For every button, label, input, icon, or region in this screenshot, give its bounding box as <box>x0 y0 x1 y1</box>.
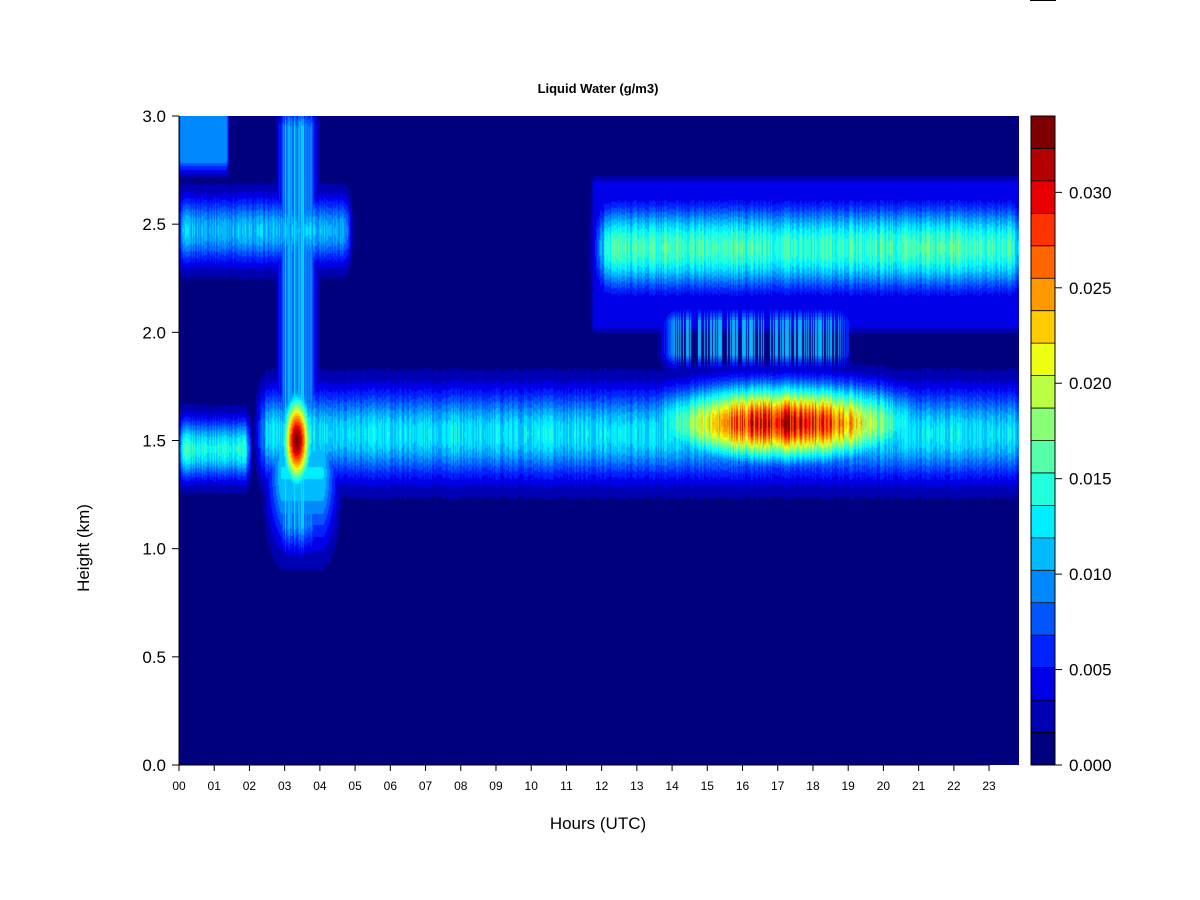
colorbar-tick-label: 0.020 <box>1069 374 1112 393</box>
colorbar-frame <box>1030 115 1056 766</box>
x-tick-label: 02 <box>243 779 257 793</box>
y-tick-label: 1.5 <box>142 432 166 451</box>
colorbar-swatch <box>1031 278 1055 312</box>
x-tick-label: 04 <box>313 779 327 793</box>
y-tick-label: 1.0 <box>142 540 166 559</box>
colorbar-swatch <box>1031 245 1055 279</box>
x-tick-label: 01 <box>208 779 222 793</box>
x-tick-label: 11 <box>560 779 573 793</box>
x-tick-label: 16 <box>736 779 750 793</box>
colorbar-swatch <box>1031 635 1055 669</box>
x-tick-label: 20 <box>877 779 891 793</box>
colorbar-swatch <box>1031 440 1055 474</box>
x-tick-label: 08 <box>454 779 468 793</box>
colorbar-swatch <box>1031 732 1055 766</box>
x-tick-label: 13 <box>630 779 644 793</box>
x-tick-label: 18 <box>806 779 820 793</box>
colorbar-swatch <box>1031 148 1055 182</box>
colorbar-swatch <box>1031 180 1055 214</box>
x-tick-label: 00 <box>172 779 186 793</box>
x-tick-label: 03 <box>278 779 292 793</box>
y-axis-label: Height (km) <box>74 504 93 592</box>
x-tick-label: 12 <box>595 779 609 793</box>
colorbar-swatch <box>1031 213 1055 247</box>
colorbar-swatch <box>1031 700 1055 733</box>
y-tick-label: 0.0 <box>142 756 166 775</box>
colorbar-tick-label: 0.000 <box>1069 756 1112 775</box>
y-tick-label: 2.5 <box>142 215 166 234</box>
colorbar-ticks: 0.000 0.005 0.010 0.015 0.020 0.025 0.030 <box>1055 183 1112 775</box>
colorbar-swatch <box>1031 343 1055 376</box>
x-tick-label: 05 <box>348 779 362 793</box>
plot-area <box>179 116 1019 765</box>
x-tick-label: 14 <box>665 779 679 793</box>
x-tick-label: 23 <box>982 779 996 793</box>
x-tick-label: 06 <box>384 779 398 793</box>
x-tick-label: 15 <box>701 779 715 793</box>
colorbar-swatch <box>1031 472 1055 506</box>
colorbar-swatch <box>1031 408 1055 441</box>
chart-title: Liquid Water (g/m3) <box>538 81 659 96</box>
x-tick-label: 19 <box>842 779 856 793</box>
colorbar-tick-label: 0.030 <box>1069 183 1112 202</box>
colorbar-tick-label: 0.015 <box>1069 470 1112 489</box>
colorbar-tick-label: 0.010 <box>1069 565 1112 584</box>
x-tick-label: 22 <box>947 779 961 793</box>
colorbar-swatch <box>1031 570 1055 604</box>
colorbar-swatch <box>1031 505 1055 539</box>
colorbar-swatch <box>1031 310 1055 344</box>
x-tick-label: 07 <box>419 779 433 793</box>
x-tick-label: 09 <box>489 779 503 793</box>
colorbar-swatch <box>1031 375 1055 409</box>
colorbar-swatch <box>1031 537 1055 571</box>
x-tick-label: 10 <box>525 779 539 793</box>
y-tick-label: 3.0 <box>142 107 166 126</box>
x-tick-label: 17 <box>771 779 785 793</box>
colorbar-swatch <box>1031 116 1055 149</box>
y-axis: 0.0 0.5 1.0 1.5 2.0 2.5 3.0 <box>142 107 180 775</box>
heatmap-image <box>179 116 1019 765</box>
colorbar <box>1030 115 1056 766</box>
colorbar-swatch <box>1031 667 1055 701</box>
colorbar-tick-label: 0.025 <box>1069 279 1112 298</box>
y-tick-label: 0.5 <box>142 648 166 667</box>
x-axis-label: Hours (UTC) <box>550 814 646 833</box>
y-tick-label: 2.0 <box>142 323 166 342</box>
x-tick-label: 21 <box>912 779 926 793</box>
colorbar-tick-label: 0.005 <box>1069 661 1112 680</box>
top-edge-marker <box>1030 0 1056 1</box>
x-axis: 00 01 02 03 04 05 06 07 08 09 10 11 12 13 14 15 16 17 18 19… <box>172 764 996 793</box>
colorbar-swatch <box>1031 602 1055 636</box>
